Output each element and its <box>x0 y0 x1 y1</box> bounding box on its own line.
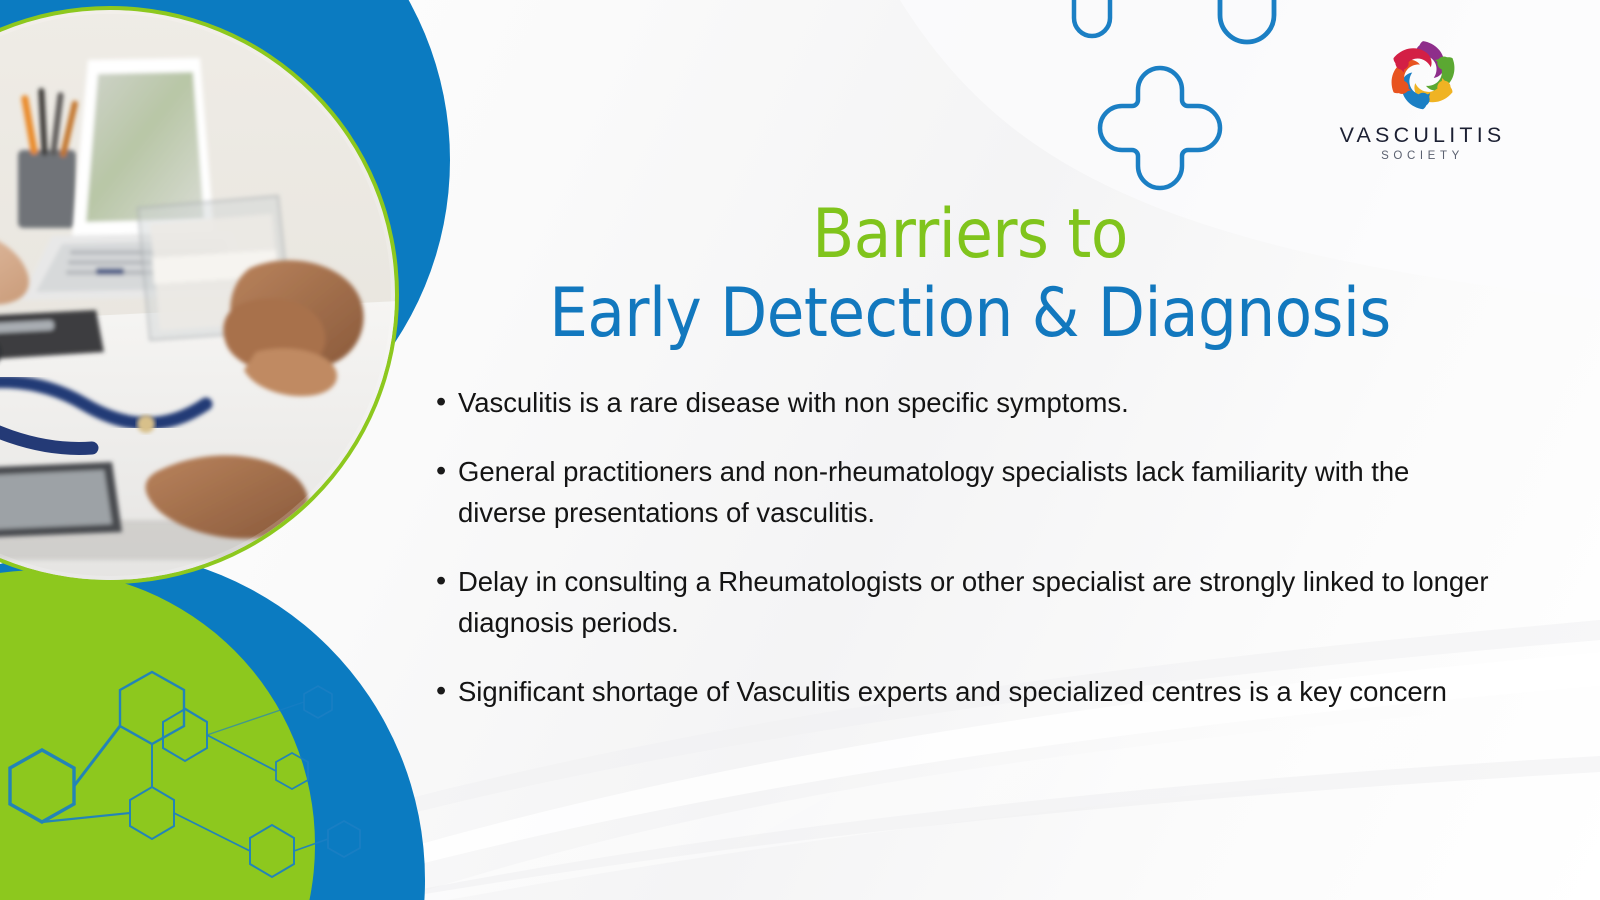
list-item: • Vasculitis is a rare disease with non … <box>436 382 1496 423</box>
list-item: • Significant shortage of Vasculitis exp… <box>436 671 1496 712</box>
patient-hands <box>145 260 364 539</box>
bullet-marker-icon: • <box>436 675 447 707</box>
vasculitis-society-people-circle-logo <box>1391 41 1454 110</box>
doctor-hand <box>0 229 29 305</box>
bullet-marker-icon: • <box>436 455 447 487</box>
logo-wordmark: VASCULITIS <box>1339 123 1506 147</box>
bullet-text: Delay in consulting a Rheumatologists or… <box>458 566 1489 638</box>
bullet-text: Vasculitis is a rare disease with non sp… <box>458 387 1129 418</box>
bullet-marker-icon: • <box>436 386 447 418</box>
bullet-marker-icon: • <box>436 565 447 597</box>
bullet-text: Significant shortage of Vasculitis exper… <box>458 676 1447 707</box>
title-line-primary: Barriers to <box>812 195 1128 274</box>
stethoscope <box>0 375 213 455</box>
list-item: • General practitioners and non-rheumato… <box>436 451 1496 533</box>
hexagon-molecule-decoration <box>8 670 361 879</box>
slide-title: Barriers to Early Detection & Diagnosis <box>440 195 1500 354</box>
bullet-text: General practitioners and non-rheumatolo… <box>458 456 1410 528</box>
logo-subword: SOCIETY <box>1381 149 1464 162</box>
vasculitis-society-logo: VASCULITIS SOCIETY <box>1335 34 1510 162</box>
left-decorative-artwork <box>0 0 470 900</box>
list-item: • Delay in consulting a Rheumatologists … <box>436 561 1496 643</box>
title-line-secondary: Early Detection & Diagnosis <box>549 273 1391 353</box>
bullet-list: • Vasculitis is a rare disease with non … <box>436 382 1496 712</box>
